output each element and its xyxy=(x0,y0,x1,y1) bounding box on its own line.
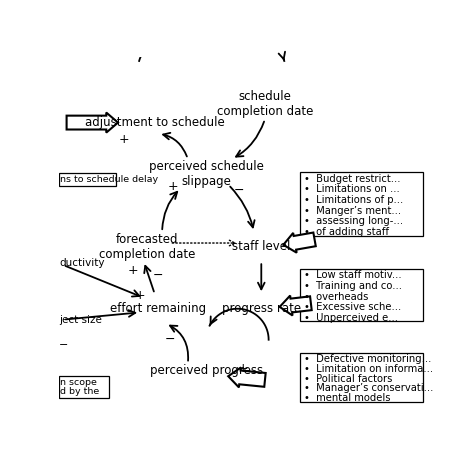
Text: +: + xyxy=(118,133,129,146)
Text: −: − xyxy=(164,333,175,346)
Text: •  of adding staff: • of adding staff xyxy=(303,227,389,237)
Text: •  Manager’s conservati...: • Manager’s conservati... xyxy=(303,383,433,393)
Text: staff level: staff level xyxy=(232,240,291,253)
FancyBboxPatch shape xyxy=(59,375,109,398)
Text: −: − xyxy=(59,340,69,350)
Text: •  Limitations on ...: • Limitations on ... xyxy=(303,184,399,194)
Text: −: − xyxy=(234,183,245,197)
Text: −: − xyxy=(153,269,164,283)
FancyArrow shape xyxy=(283,233,316,253)
Text: adjustment to schedule: adjustment to schedule xyxy=(85,116,225,129)
Text: perceived progress: perceived progress xyxy=(150,364,263,377)
FancyArrow shape xyxy=(280,296,312,316)
Text: •  assessing long-...: • assessing long-... xyxy=(303,216,402,227)
Text: •  Limitation on informa...: • Limitation on informa... xyxy=(303,364,433,374)
Text: forecasted
completion date: forecasted completion date xyxy=(99,233,196,261)
Text: +: + xyxy=(168,180,178,193)
Text: •  Defective monitoring...: • Defective monitoring... xyxy=(303,354,431,364)
Text: •  Manger’s ment...: • Manger’s ment... xyxy=(303,206,401,216)
Text: •  mental models: • mental models xyxy=(303,393,390,403)
FancyArrow shape xyxy=(66,112,118,133)
Text: progress rate: progress rate xyxy=(222,302,301,315)
Text: •  Political factors: • Political factors xyxy=(303,374,392,383)
Text: •  Excessive sche...: • Excessive sche... xyxy=(303,302,401,312)
FancyBboxPatch shape xyxy=(300,172,423,236)
Text: ject size: ject size xyxy=(59,315,102,325)
Text: •  Low staff motiv...: • Low staff motiv... xyxy=(303,271,401,281)
Text: schedule
completion date: schedule completion date xyxy=(217,91,313,118)
Text: n scope: n scope xyxy=(60,378,97,387)
Text: +: + xyxy=(237,363,248,375)
Text: •  overheads: • overheads xyxy=(303,292,368,301)
Text: d by the: d by the xyxy=(60,387,100,396)
FancyBboxPatch shape xyxy=(300,269,423,321)
Text: •  Unperceived e...: • Unperceived e... xyxy=(303,313,398,323)
FancyArrow shape xyxy=(228,367,265,387)
Text: +: + xyxy=(135,290,146,302)
Text: ductivity: ductivity xyxy=(59,258,105,268)
Text: ns to schedule delay: ns to schedule delay xyxy=(60,175,158,184)
FancyBboxPatch shape xyxy=(59,173,116,186)
Text: +: + xyxy=(128,264,138,277)
FancyBboxPatch shape xyxy=(300,353,423,402)
Text: perceived schedule
slippage: perceived schedule slippage xyxy=(149,160,264,188)
Text: effort remaining: effort remaining xyxy=(110,302,207,315)
Text: •  Training and co...: • Training and co... xyxy=(303,281,401,291)
Text: •  Budget restrict...: • Budget restrict... xyxy=(303,174,400,184)
Text: •  Limitations of p...: • Limitations of p... xyxy=(303,195,403,205)
